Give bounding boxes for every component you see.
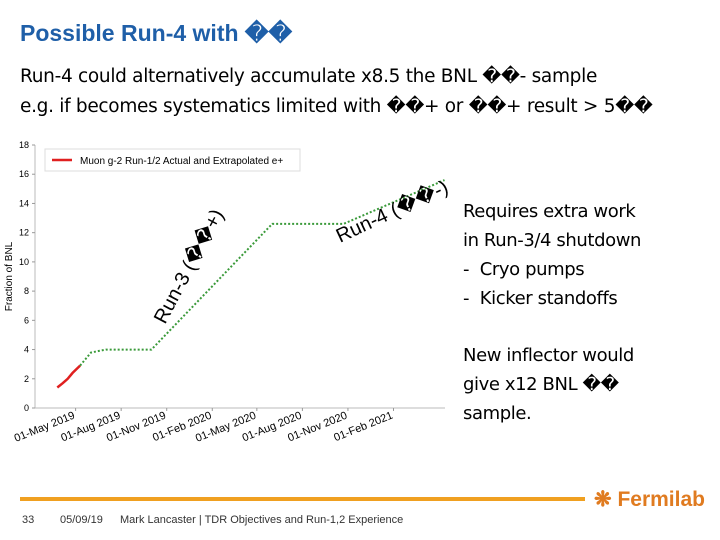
note-line: New inflector would [463, 345, 634, 366]
note-line: in Run-3/4 shutdown [463, 230, 642, 251]
y-tick-label: 18 [19, 140, 29, 150]
note-line: Requires extra work [463, 201, 636, 222]
slide-title: Possible Run-4 with �� [20, 20, 293, 46]
y-tick-label: 16 [19, 169, 29, 179]
side-note: New inflector would give x12 BNL �� samp… [463, 341, 634, 428]
y-tick-label: 12 [19, 228, 29, 238]
legend-box [44, 148, 301, 172]
y-tick-label: 10 [19, 257, 29, 267]
page-number: 33 [22, 514, 35, 526]
y-tick-label: 2 [24, 374, 29, 384]
y-tick-label: 4 [24, 345, 29, 355]
annotation: Run-4 (��-) [332, 175, 452, 248]
note-line: sample. [463, 403, 532, 424]
body-line: Run-4 could alternatively accumulate x8.… [20, 66, 598, 87]
y-tick-label: 6 [24, 315, 29, 325]
legend-label: Muon g-2 Run-1/2 Actual and Extrapolated… [80, 156, 283, 167]
annotation: Run-3 (��+) [148, 205, 228, 328]
logo-text: Fermilab [617, 488, 705, 511]
y-tick-label: 8 [24, 286, 29, 296]
note-line: - Kicker standoffs [463, 288, 618, 309]
y-tick-label: 0 [24, 403, 29, 413]
note-line: - Cryo pumps [463, 259, 585, 280]
series-line [56, 364, 81, 389]
footer-rule [20, 497, 585, 501]
body-line: e.g. if becomes systematics limited with… [20, 96, 653, 117]
side-note: Requires extra work in Run-3/4 shutdown … [463, 197, 641, 313]
footer-date: 05/09/19 [60, 514, 103, 526]
footer-text: Mark Lancaster | TDR Objectives and Run-… [120, 514, 404, 526]
logo: ❋ Fermilab [594, 488, 705, 511]
y-tick-label: 14 [19, 198, 29, 208]
note-line: give x12 BNL �� [463, 374, 619, 395]
series-line [79, 179, 445, 367]
y-axis-title: Fraction of BNL [4, 241, 15, 311]
